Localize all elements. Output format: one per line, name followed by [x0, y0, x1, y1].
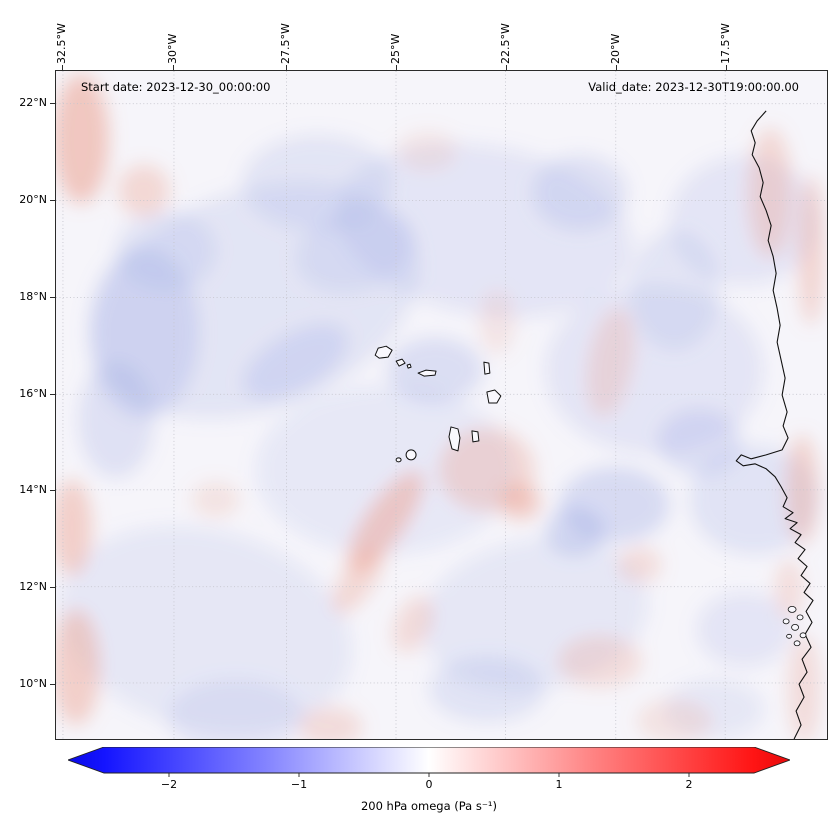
lon-tick-mark — [616, 65, 618, 70]
colorbar-tick-label: −1 — [290, 778, 308, 791]
cape-verde-island — [417, 369, 437, 377]
lon-tick-label: 17.5°W — [718, 23, 732, 64]
coastal-islet — [796, 614, 804, 621]
coastal-islet — [791, 623, 799, 631]
coastal-islet — [793, 640, 801, 647]
colorbar-tick-labels: −2 −1 0 1 2 — [68, 778, 790, 793]
lon-tick-label: 22.5°W — [498, 23, 512, 64]
lat-tick-mark — [50, 297, 55, 299]
lon-tick-mark — [173, 65, 175, 70]
omega-blob — [657, 408, 742, 475]
cape-verde-island — [471, 430, 480, 443]
omega-blob — [347, 471, 424, 572]
omega-blob — [298, 707, 363, 739]
cape-verde-island — [395, 358, 406, 367]
lat-tick-mark — [50, 394, 55, 396]
lat-tick-label: 18°N — [19, 290, 47, 304]
lon-tick-mark — [725, 65, 727, 70]
omega-blob — [557, 635, 642, 688]
omega-blob — [392, 596, 434, 653]
lon-tick-mark — [395, 65, 397, 70]
omega-blob — [191, 481, 240, 518]
omega-blob — [115, 210, 216, 291]
coastal-islet — [782, 618, 790, 625]
omega-blob — [500, 483, 541, 520]
lat-tick-mark — [50, 490, 55, 492]
omega-blob — [586, 307, 635, 417]
lon-tick-mark — [61, 65, 63, 70]
colorbar-tick-label: 1 — [555, 778, 563, 791]
lat-tick-mark — [50, 102, 55, 104]
lat-tick-mark — [50, 683, 55, 685]
omega-blob — [696, 591, 793, 668]
lon-tick-mark — [286, 65, 288, 70]
omega-blob — [243, 324, 348, 400]
omega-blob — [117, 164, 170, 217]
omega-blob — [167, 679, 304, 739]
lon-tick-label: 25°W — [388, 33, 402, 64]
coastal-islet — [799, 632, 807, 639]
lon-tick-label: 32.5°W — [54, 23, 68, 64]
cape-verde-island — [374, 345, 393, 359]
omega-blob — [798, 175, 825, 326]
coastal-islet — [787, 605, 797, 613]
omega-blob — [629, 230, 720, 351]
lat-tick-label: 22°N — [19, 95, 47, 109]
omega-blob — [531, 154, 628, 231]
coastal-islet — [786, 633, 792, 639]
lat-tick-label: 14°N — [19, 483, 47, 497]
african-coastline — [735, 110, 814, 739]
lat-tick-label: 16°N — [19, 387, 47, 401]
omega-blob — [56, 479, 92, 576]
omega-blob — [544, 507, 605, 556]
omega-blob — [397, 130, 457, 171]
start-date-annotation: Start date: 2023-12-30_00:00:00 — [81, 80, 271, 94]
omega-blob — [786, 434, 819, 545]
colorbar-svg — [68, 747, 790, 777]
omega-field-svg — [56, 71, 827, 739]
cape-verde-island — [406, 363, 412, 369]
valid-date-annotation: Valid_date: 2023-12-30T19:00:00.00 — [588, 80, 799, 94]
lon-tick-label: 20°W — [609, 33, 623, 64]
map-plot-area: Start date: 2023-12-30_00:00:00 Valid_da… — [55, 70, 828, 740]
omega-blob — [617, 546, 662, 583]
lat-tick-label: 20°N — [19, 192, 47, 206]
omega-blob — [77, 362, 154, 478]
omega-blob — [296, 208, 414, 292]
colorbar-tick-label: 2 — [685, 778, 693, 791]
omega-blob — [636, 699, 713, 739]
omega-blob — [387, 337, 483, 404]
lon-tick-label: 30°W — [166, 33, 180, 64]
cape-verde-island — [486, 389, 502, 404]
omega-blob — [58, 525, 353, 734]
colorbar-label: 200 hPa omega (Pa s⁻¹) — [360, 799, 498, 813]
lon-tick-mark — [505, 65, 507, 70]
omega-blob — [429, 656, 545, 723]
lat-tick-label: 12°N — [19, 580, 47, 594]
colorbar-tick-label: −2 — [160, 778, 178, 791]
cape-verde-island — [405, 449, 417, 461]
lat-tick-mark — [50, 587, 55, 589]
omega-blob — [56, 74, 109, 204]
omega-blob — [331, 549, 383, 614]
omega-blob — [788, 634, 821, 739]
omega-blob — [689, 444, 820, 555]
colorbar-bar — [68, 747, 790, 774]
colorbar-tick-label: 0 — [425, 778, 433, 791]
omega-blob — [775, 559, 804, 620]
cape-verde-island — [483, 361, 491, 375]
omega-blob — [748, 127, 793, 258]
omega-blob — [255, 385, 515, 555]
omega-blob — [478, 290, 515, 355]
omega-blob — [242, 134, 393, 231]
omega-blob — [56, 609, 100, 726]
cape-verde-island — [395, 457, 402, 463]
cape-verde-island — [448, 426, 461, 452]
lat-tick-label: 10°N — [19, 676, 47, 690]
lon-tick-label: 27.5°W — [279, 23, 293, 64]
lat-tick-mark — [50, 199, 55, 201]
